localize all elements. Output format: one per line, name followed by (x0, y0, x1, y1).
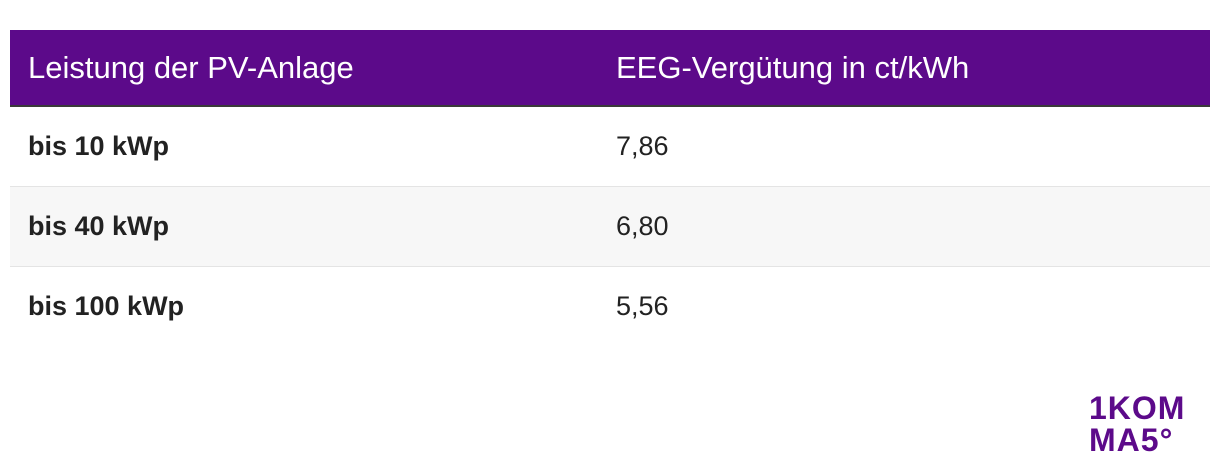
cell: 5,56 (616, 291, 669, 321)
cell: bis 10 kWp (28, 131, 170, 161)
table-row: bis 40 kWp 6,80 (10, 187, 1210, 267)
cell: bis 40 kWp (28, 211, 170, 241)
table-row: bis 100 kWp 5,56 (10, 267, 1210, 346)
logo: 1KOM MA5° (1089, 392, 1185, 456)
cell: 7,86 (616, 131, 669, 161)
table-header: Leistung der PV-Anlage EEG-Vergütung in … (10, 30, 1210, 107)
table: Leistung der PV-Anlage EEG-Vergütung in … (10, 30, 1210, 346)
header-cell: Leistung der PV-Anlage (28, 49, 354, 85)
logo-line: MA5° (1089, 422, 1174, 458)
table-row: bis 10 kWp 7,86 (10, 107, 1210, 187)
logo-line: 1KOM (1089, 390, 1186, 426)
cell: 6,80 (616, 211, 669, 241)
cell: bis 100 kWp (28, 291, 185, 321)
header-cell: EEG-Vergütung in ct/kWh (616, 49, 970, 85)
